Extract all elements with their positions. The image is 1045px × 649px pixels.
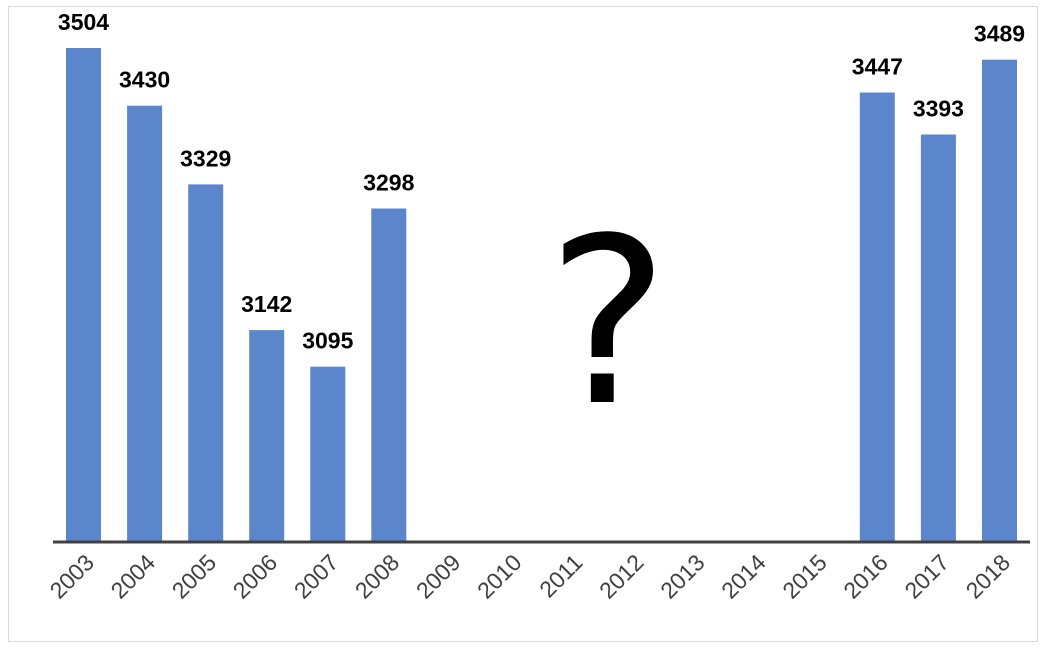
data-label-2003: 3504 bbox=[58, 9, 109, 35]
x-tick-2005: 2005 bbox=[167, 549, 222, 604]
x-tick-2016: 2016 bbox=[838, 549, 893, 604]
bar-2016 bbox=[859, 92, 895, 542]
data-label-2007: 3095 bbox=[302, 328, 353, 354]
x-tick-2013: 2013 bbox=[655, 549, 710, 604]
data-label-2018: 3489 bbox=[974, 21, 1025, 47]
x-tick-2008: 2008 bbox=[350, 549, 405, 604]
x-tick-2017: 2017 bbox=[899, 549, 954, 604]
missing-data-question-mark: ? bbox=[547, 190, 669, 457]
x-tick-2012: 2012 bbox=[594, 549, 649, 604]
bar-2003 bbox=[66, 48, 101, 542]
data-label-2016: 3447 bbox=[852, 54, 903, 80]
data-label-2017: 3393 bbox=[913, 96, 964, 122]
data-label-2008: 3298 bbox=[363, 170, 414, 196]
data-label-2006: 3142 bbox=[241, 291, 292, 317]
x-tick-2014: 2014 bbox=[716, 549, 771, 604]
bar-2006 bbox=[249, 330, 285, 542]
bars-group bbox=[66, 48, 1017, 542]
x-tick-2003: 2003 bbox=[44, 549, 99, 604]
bar-2007 bbox=[310, 366, 346, 542]
bar-2004 bbox=[127, 105, 163, 542]
x-tick-2010: 2010 bbox=[472, 549, 527, 604]
data-labels-group: 3504 3430 3329 3142 3095 3298 3447 3393 3489 bbox=[58, 9, 1025, 354]
bar-2005 bbox=[188, 184, 224, 542]
x-tick-2006: 2006 bbox=[228, 549, 283, 604]
bar-2018 bbox=[982, 59, 1017, 542]
bar-2017 bbox=[920, 134, 956, 542]
bar-2008 bbox=[371, 208, 407, 542]
x-tick-2009: 2009 bbox=[411, 549, 466, 604]
x-tick-labels-group: 2003 2004 2005 2006 2007 2008 2009 2010 2011 2012… bbox=[44, 549, 1015, 604]
x-tick-2004: 2004 bbox=[106, 549, 161, 604]
x-tick-2018: 2018 bbox=[960, 549, 1015, 604]
data-label-2004: 3430 bbox=[119, 67, 170, 93]
x-tick-2011: 2011 bbox=[534, 549, 587, 602]
x-tick-2007: 2007 bbox=[289, 549, 344, 604]
x-tick-2015: 2015 bbox=[777, 549, 832, 604]
data-label-2005: 3329 bbox=[180, 145, 231, 171]
